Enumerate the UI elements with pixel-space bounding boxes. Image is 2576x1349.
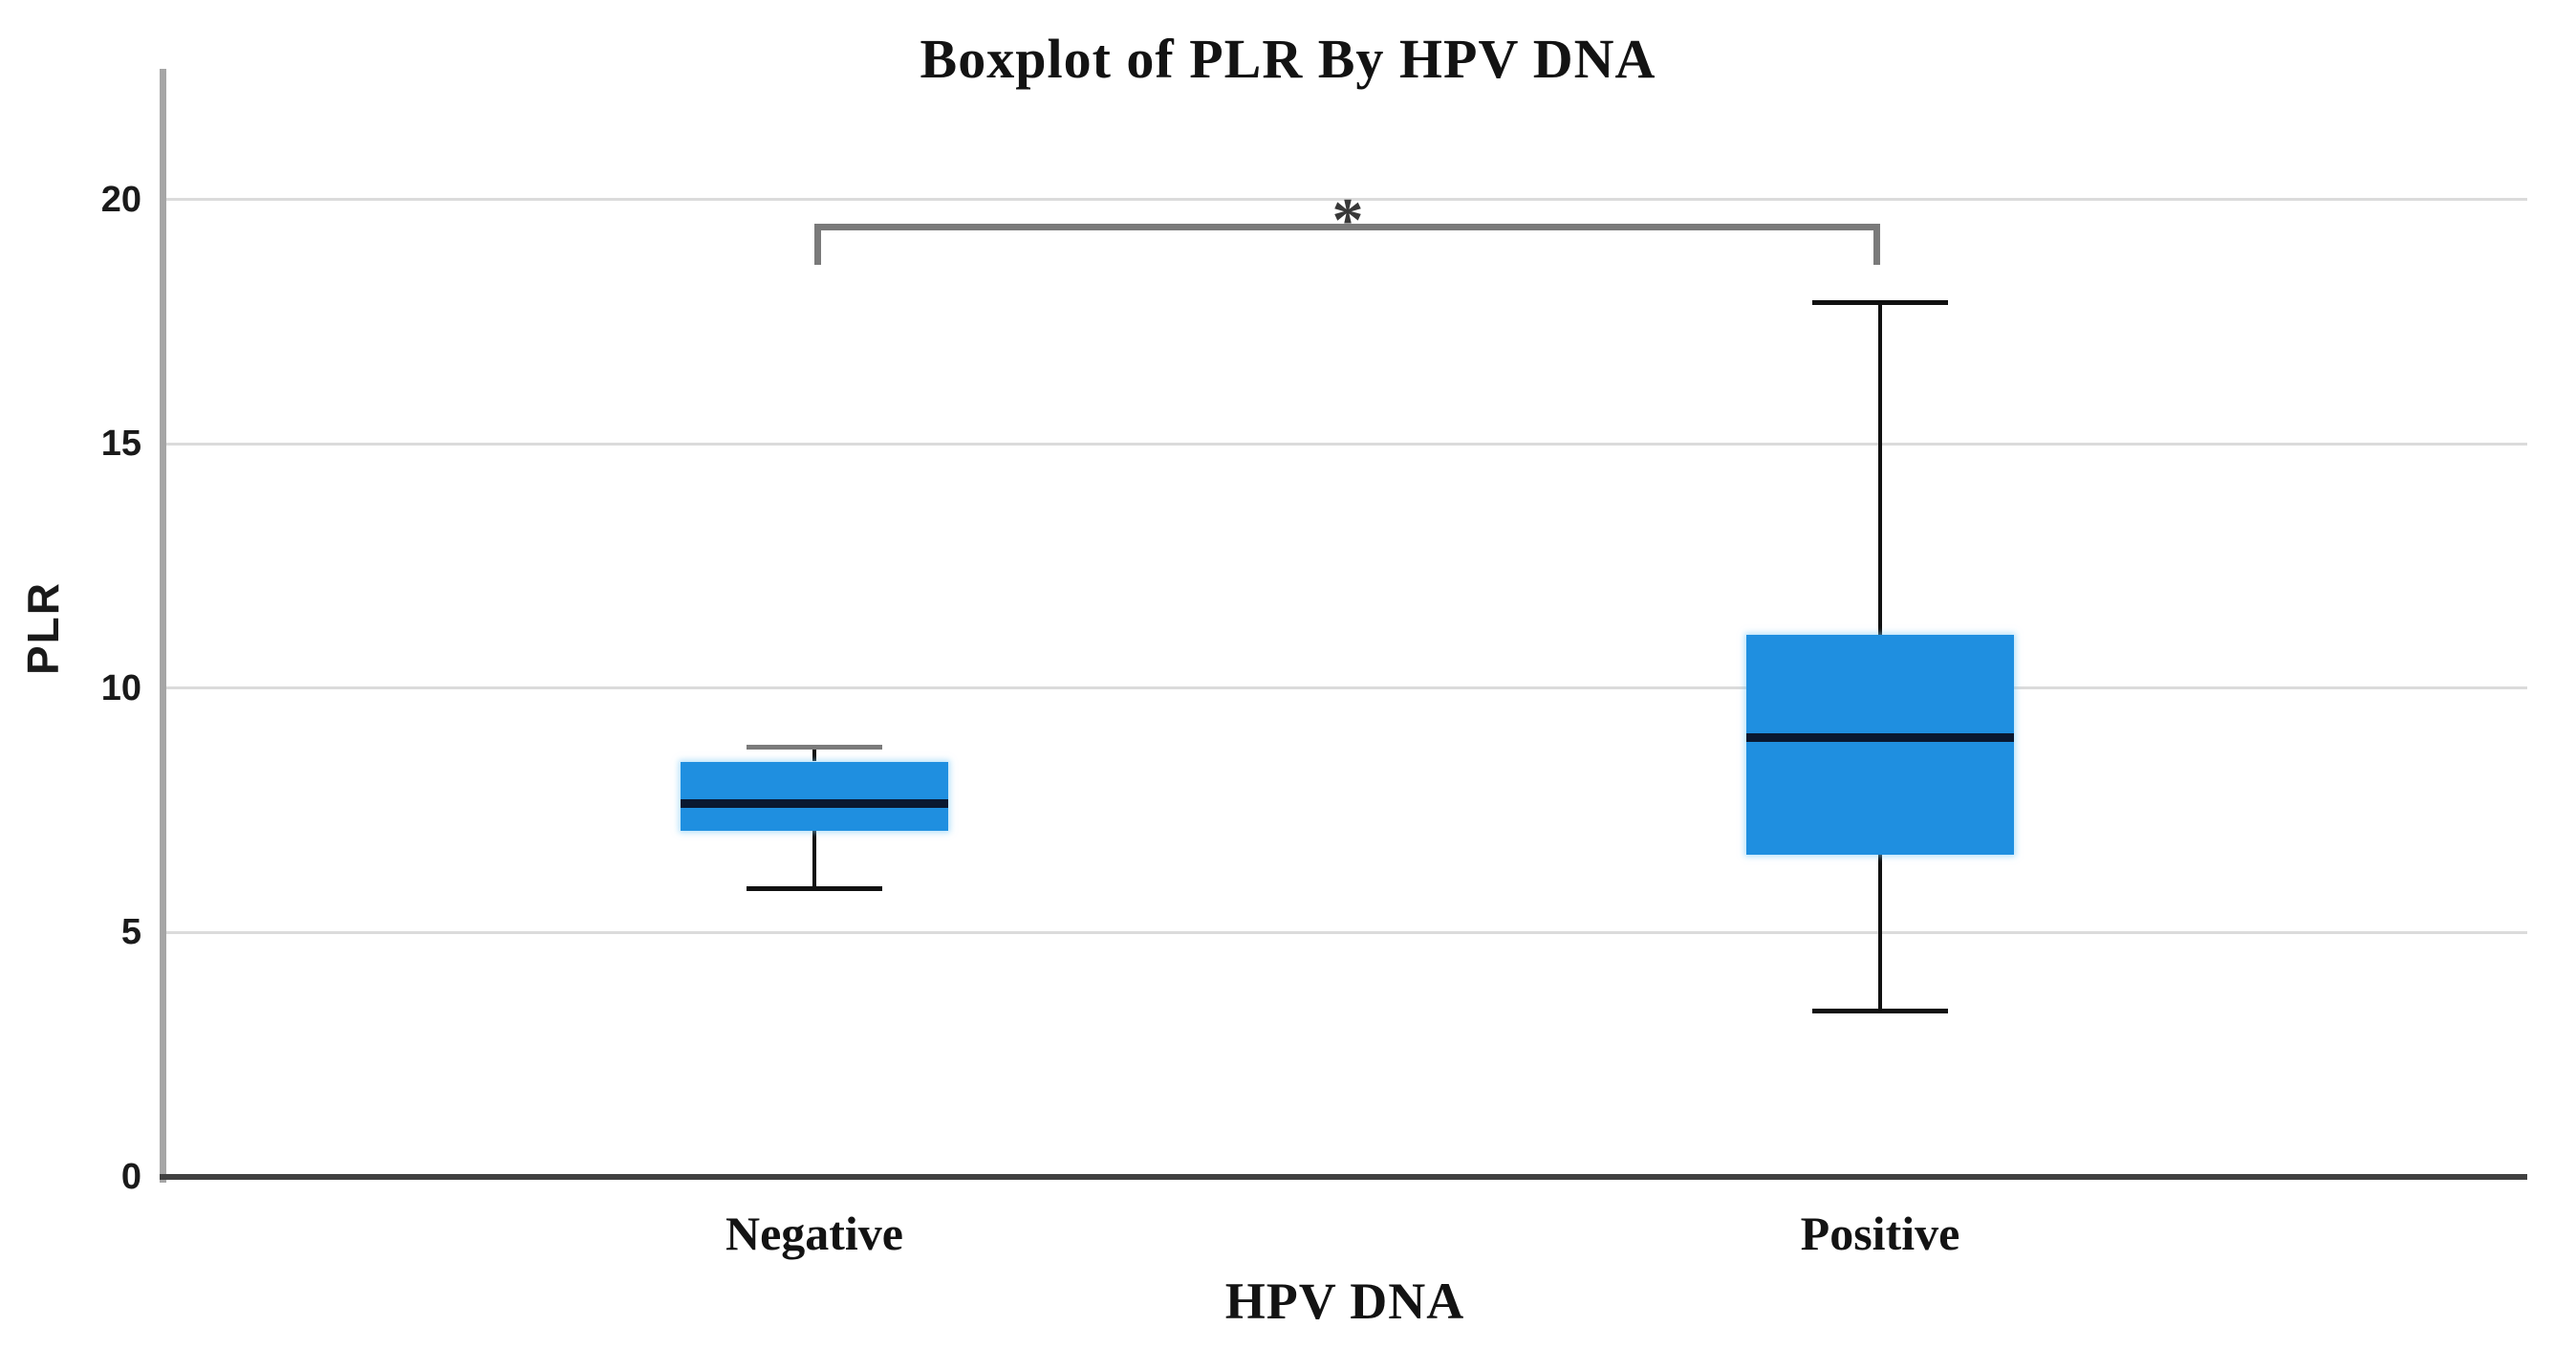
box-positive xyxy=(1746,635,2014,855)
significance-bracket-left-tick xyxy=(814,223,821,265)
x-axis-title: HPV DNA xyxy=(1224,1273,1465,1330)
significance-asterisk: * xyxy=(1331,185,1364,255)
y-tick-label-20: 20 xyxy=(100,180,141,220)
gridline-10 xyxy=(166,686,2527,689)
y-tick-label-5: 5 xyxy=(120,912,141,952)
whisker-cap-upper-negative xyxy=(747,745,882,750)
y-tick-label-0: 0 xyxy=(120,1157,141,1197)
y-tick-label-15: 15 xyxy=(100,424,141,464)
chart-title: Boxplot of PLR By HPV DNA xyxy=(920,28,1656,90)
category-label-negative: Negative xyxy=(725,1207,904,1260)
whisker-upper-positive xyxy=(1878,302,1882,635)
whisker-lower-negative xyxy=(812,830,816,888)
gridline-5 xyxy=(166,931,2527,934)
median-positive xyxy=(1746,733,2014,742)
gridline-20 xyxy=(166,198,2527,201)
y-axis-line xyxy=(160,69,166,1183)
median-negative xyxy=(681,799,948,808)
box-negative xyxy=(681,762,948,831)
significance-bracket-right-tick xyxy=(1873,223,1880,265)
whisker-cap-lower-negative xyxy=(747,886,882,891)
whisker-cap-upper-positive xyxy=(1812,300,1948,305)
gridline-15 xyxy=(166,443,2527,446)
whisker-upper-negative xyxy=(812,747,816,761)
whisker-lower-positive xyxy=(1878,855,1882,1012)
y-tick-label-10: 10 xyxy=(100,668,141,708)
category-label-positive: Positive xyxy=(1800,1207,1960,1260)
x-axis-line xyxy=(160,1174,2527,1180)
whisker-cap-lower-positive xyxy=(1812,1009,1948,1013)
significance-bracket-bar xyxy=(814,223,1880,230)
